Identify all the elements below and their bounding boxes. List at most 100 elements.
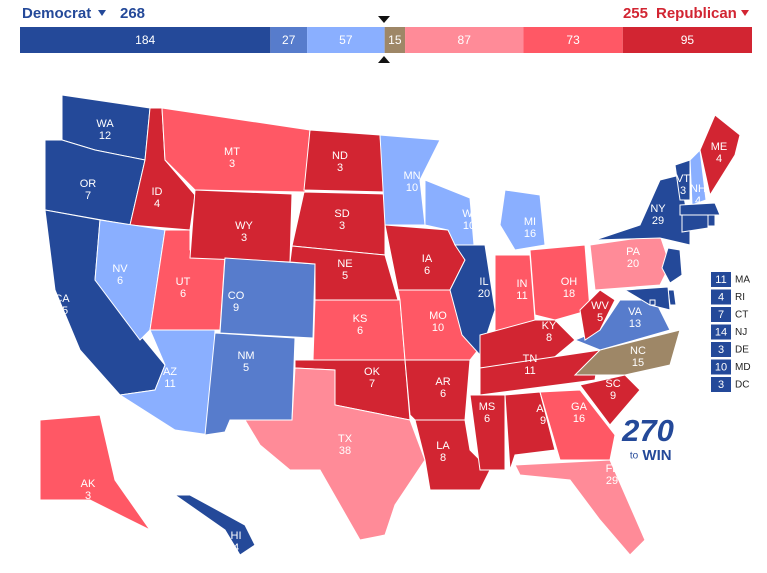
state[interactable] [649,299,656,306]
state[interactable] [469,394,506,471]
state[interactable] [579,374,641,426]
state-votes: 5 [243,362,249,374]
state-name: NH [690,183,706,195]
state-name: AR [435,376,450,388]
state[interactable] [479,349,601,396]
state-votes: 18 [563,288,575,300]
state[interactable] [573,329,681,376]
callout-votes: 3 [718,379,724,391]
state-name: NM [237,350,254,362]
state-name: AK [81,478,96,490]
callout-votes: 3 [718,344,724,356]
rating-segment [622,27,752,53]
callout-name: CT [735,310,748,321]
state[interactable] [681,214,709,233]
state-name: IA [422,253,433,265]
rating-segment-label: 57 [339,33,353,47]
rating-bar: 184 27 57 15 87 73 95 [20,27,752,53]
rating-segment [384,27,406,53]
state-name: TN [523,353,538,365]
state-votes: 4 [716,153,722,165]
small-state-callouts: 11 MA 4 RI 7 CT 14 NJ 3 DE 10 MD 3 DC [711,272,751,392]
callout-name: MA [735,275,750,286]
state[interactable] [529,244,591,321]
state[interactable] [219,257,316,339]
callout-box[interactable] [711,342,731,357]
midpoint-marker [378,56,390,63]
state-votes: 4 [233,542,239,554]
callout-box[interactable] [711,324,731,340]
republican-total: 255 [623,5,648,22]
state-name: SD [334,208,349,220]
logo-number: 270 [621,413,674,448]
state-votes: 3 [337,162,343,174]
state-name: NY [650,203,666,215]
state[interactable] [539,389,616,461]
state[interactable] [579,289,616,341]
republican-label[interactable]: Republican [656,5,737,22]
state-name: GA [571,401,588,413]
state[interactable] [689,148,707,206]
logo-to: to [630,451,639,462]
state[interactable] [39,414,151,531]
state[interactable] [414,419,491,491]
callout-box[interactable] [711,289,731,305]
state[interactable] [244,367,426,541]
state-votes: 4 [154,198,160,210]
state-name: TX [338,433,353,445]
democrat-total: 268 [120,5,145,22]
rating-segment-label: 95 [681,33,695,47]
state[interactable] [161,107,311,193]
state[interactable] [204,332,296,436]
state[interactable] [594,174,691,246]
callout-box[interactable] [711,272,731,287]
state[interactable] [499,189,546,251]
state-name: OK [364,366,381,378]
state-votes: 3 [241,232,247,244]
state-name: FL [606,463,619,475]
state[interactable] [699,114,741,197]
state-name: SC [605,378,620,390]
state-name: IN [517,278,528,290]
logo-win: WIN [642,447,671,464]
callout-box[interactable] [711,359,731,375]
state[interactable] [504,391,556,471]
state-name: NV [112,263,128,275]
state-name: WA [96,118,114,130]
state-votes: 9 [610,390,616,402]
state[interactable] [173,494,256,556]
state-votes: 10 [432,322,444,334]
state-votes: 38 [339,445,351,457]
callout-box[interactable] [711,377,731,392]
state-name: KS [353,313,368,325]
state[interactable] [674,159,691,201]
rating-segment-label: 184 [135,33,155,47]
callout-votes: 10 [715,361,727,373]
state-name: HI [231,530,242,542]
state-name: KY [542,320,557,332]
democrat-label[interactable]: Democrat [22,5,91,22]
state[interactable] [94,219,166,341]
democrat-dropdown[interactable] [98,10,106,16]
callout-votes: 7 [718,309,724,321]
state[interactable] [707,214,716,227]
state-name: WV [591,300,609,312]
state-name: MT [224,146,240,158]
state-name: MS [479,401,496,413]
state[interactable] [623,286,671,311]
state[interactable] [679,202,721,216]
state-votes: 6 [484,413,490,425]
republican-dropdown[interactable] [741,10,749,16]
state-name: CA [54,293,70,305]
state[interactable] [661,247,683,284]
state-votes: 3 [680,185,686,197]
state-votes: 13 [629,318,641,330]
state[interactable] [514,459,646,556]
state[interactable] [379,134,441,226]
state-name: NE [337,258,352,270]
state[interactable] [404,359,471,421]
state[interactable] [449,244,496,356]
state-votes: 11 [524,365,535,377]
rating-segment [270,27,308,53]
callout-box[interactable] [711,307,731,322]
